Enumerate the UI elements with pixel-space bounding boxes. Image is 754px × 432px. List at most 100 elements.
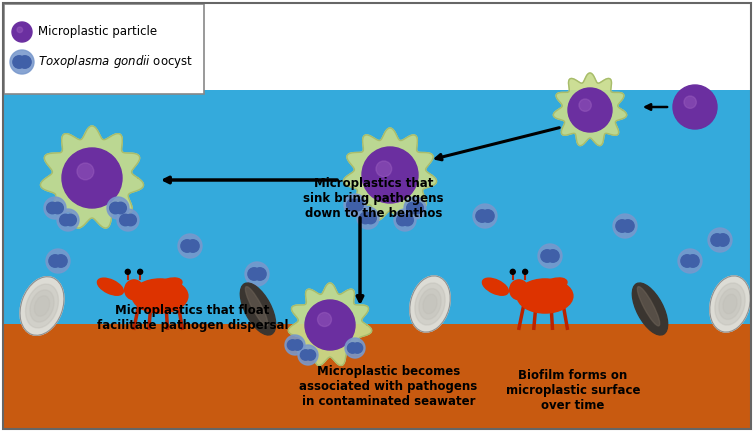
Ellipse shape [132,279,188,313]
Circle shape [708,228,732,252]
Circle shape [57,209,79,231]
Circle shape [120,214,131,226]
Circle shape [54,255,67,267]
Circle shape [65,214,76,226]
Ellipse shape [541,278,567,292]
Ellipse shape [245,286,268,326]
Text: Microplastics that
sink bring pathogens
down to the benthos: Microplastics that sink bring pathogens … [303,177,443,220]
Circle shape [44,197,66,219]
Circle shape [616,220,628,232]
Circle shape [345,338,365,358]
Bar [4,4,750,94]
Circle shape [60,214,71,226]
Circle shape [52,202,63,214]
Ellipse shape [723,294,737,314]
Text: Microplastic particle: Microplastic particle [38,25,157,38]
Circle shape [305,300,355,350]
Ellipse shape [415,283,445,325]
Ellipse shape [637,286,660,326]
Circle shape [10,50,34,74]
Circle shape [568,88,612,132]
Ellipse shape [419,289,441,319]
Ellipse shape [157,278,182,292]
Circle shape [115,202,127,214]
Ellipse shape [510,280,529,300]
Circle shape [49,255,61,267]
Circle shape [687,255,699,267]
Bar [4,90,750,428]
Circle shape [187,240,199,252]
Circle shape [362,147,418,203]
Circle shape [352,343,363,353]
Ellipse shape [715,283,745,325]
Ellipse shape [26,284,59,328]
Circle shape [109,202,121,214]
Circle shape [285,335,305,355]
Circle shape [62,148,122,208]
Polygon shape [553,73,627,146]
Text: Biofilm forms on
microplastic surface
over time: Biofilm forms on microplastic surface ov… [506,369,640,413]
Circle shape [305,350,316,360]
Polygon shape [41,126,143,228]
Circle shape [473,204,497,228]
Circle shape [352,199,363,211]
Ellipse shape [483,278,508,295]
Ellipse shape [719,289,741,319]
Circle shape [681,255,694,267]
Circle shape [300,350,311,360]
Polygon shape [343,128,437,220]
Circle shape [344,194,366,216]
Circle shape [404,197,426,219]
Circle shape [77,163,93,180]
Ellipse shape [710,276,750,332]
Ellipse shape [409,276,450,332]
Circle shape [348,343,358,353]
Circle shape [287,340,298,350]
Circle shape [538,244,562,268]
Circle shape [178,234,202,258]
Ellipse shape [633,283,667,335]
Circle shape [125,214,136,226]
Ellipse shape [97,278,124,295]
Circle shape [541,250,553,262]
Circle shape [482,210,494,222]
Circle shape [357,207,379,229]
Circle shape [621,220,634,232]
Circle shape [107,197,129,219]
Circle shape [523,269,528,274]
Circle shape [394,209,416,231]
Circle shape [547,250,559,262]
Circle shape [510,269,515,274]
Polygon shape [288,283,372,365]
Circle shape [678,249,702,273]
Circle shape [248,268,260,280]
Ellipse shape [423,294,437,314]
Circle shape [117,209,139,231]
Circle shape [245,262,269,286]
Bar [4,324,750,428]
Circle shape [253,268,266,280]
Ellipse shape [241,283,276,335]
Circle shape [125,269,130,274]
Circle shape [684,96,697,108]
Circle shape [19,56,31,68]
Circle shape [476,210,489,222]
Ellipse shape [30,290,54,322]
Ellipse shape [35,296,50,316]
Circle shape [412,202,423,214]
Text: Microplastics that float
facilitate pathogen dispersal: Microplastics that float facilitate path… [97,304,288,331]
Circle shape [613,214,637,238]
Circle shape [711,234,723,246]
Circle shape [673,85,717,129]
Circle shape [360,212,371,224]
Ellipse shape [124,280,143,300]
Ellipse shape [20,277,64,335]
Circle shape [376,161,391,177]
Circle shape [46,249,70,273]
Text: Microplastic becomes
associated with pathogens
in contaminated seawater: Microplastic becomes associated with pat… [299,365,477,408]
Circle shape [13,56,26,68]
Circle shape [17,27,23,32]
Circle shape [138,269,143,274]
Bar [4,4,204,94]
Circle shape [12,22,32,42]
